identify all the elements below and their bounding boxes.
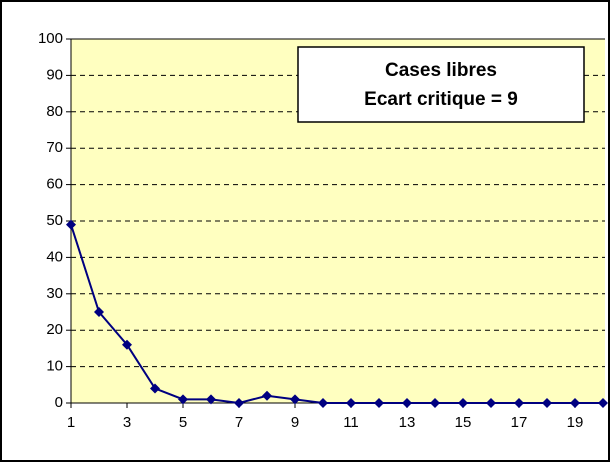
x-tick-label: 3 <box>123 414 131 431</box>
data-point <box>374 398 384 408</box>
data-point <box>598 398 608 408</box>
data-point <box>402 398 412 408</box>
data-point <box>570 398 580 408</box>
y-tick-label: 90 <box>46 66 63 83</box>
data-point <box>542 398 552 408</box>
x-tick-label: 5 <box>179 414 187 431</box>
x-tick-label: 19 <box>567 414 584 431</box>
data-point <box>290 394 300 405</box>
data-point <box>458 398 468 408</box>
y-tick-label: 20 <box>46 321 63 338</box>
data-point <box>318 398 328 408</box>
x-tick-label: 11 <box>343 414 359 431</box>
data-point <box>66 219 76 230</box>
data-point <box>430 398 440 408</box>
data-point <box>178 394 188 405</box>
y-tick-label: 50 <box>46 212 63 229</box>
x-tick-label: 9 <box>291 414 299 431</box>
data-point <box>514 398 524 408</box>
y-tick-label: 30 <box>46 285 63 302</box>
y-tick-label: 40 <box>46 248 63 265</box>
y-tick-label: 100 <box>38 30 63 47</box>
x-tick-label: 15 <box>455 414 472 431</box>
data-point <box>486 398 496 408</box>
y-tick-label: 0 <box>55 394 63 411</box>
y-tick-label: 60 <box>46 176 63 193</box>
x-tick-label: 7 <box>235 414 243 431</box>
title-box <box>297 46 585 123</box>
data-point <box>346 398 356 408</box>
data-point <box>94 307 104 317</box>
data-point <box>234 398 244 408</box>
chart-subtitle: Ecart critique = 9 <box>364 89 518 110</box>
data-point <box>262 390 272 401</box>
data-point <box>122 339 132 350</box>
y-tick-label: 80 <box>46 103 63 120</box>
data-point <box>206 394 216 405</box>
data-point <box>150 383 160 394</box>
x-tick-label: 17 <box>511 414 528 431</box>
chart-title: Cases libres <box>385 60 497 81</box>
x-tick-label: 13 <box>399 414 416 431</box>
y-tick-label: 70 <box>46 139 63 156</box>
x-tick-label: 1 <box>67 414 75 431</box>
y-tick-label: 10 <box>46 358 63 375</box>
